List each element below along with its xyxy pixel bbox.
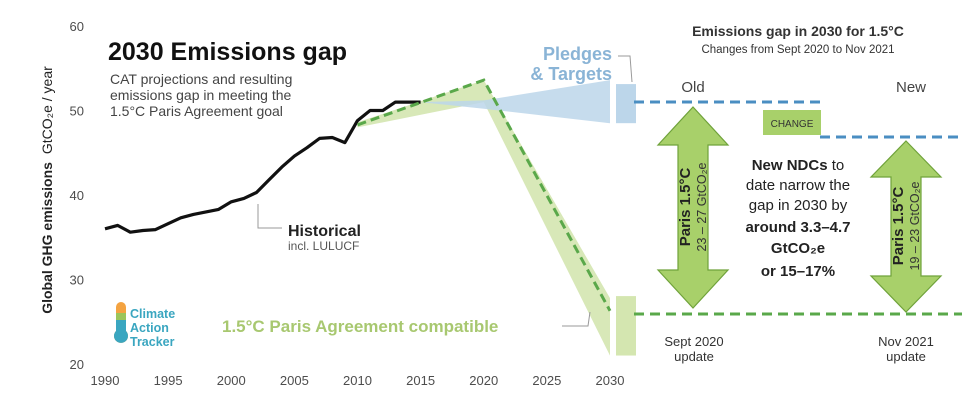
pledges-label-line-1: Pledges [543, 44, 612, 64]
chart-subtitle-line-1: CAT projections and resulting [110, 71, 292, 87]
old-gap-arrow [656, 106, 730, 309]
y-axis-label-main: Global GHG emissions [39, 162, 55, 314]
ndc-line-5: GtCO₂e [771, 240, 825, 257]
x-tick-label: 2005 [280, 373, 309, 388]
old-label: Old [681, 79, 704, 96]
paris-2030-extension [616, 296, 636, 356]
logo-line-2: Action [130, 321, 169, 335]
chart-subtitle-line-2: emissions gap in meeting the [110, 87, 292, 103]
chart-subtitle-line-3: 1.5°C Paris Agreement goal [110, 103, 283, 119]
x-tick-label: 2030 [596, 373, 625, 388]
line-layer [104, 78, 612, 312]
pledges-2030-extension [616, 84, 636, 124]
logo-line-3: Tracker [130, 335, 175, 349]
pledges-leader-line [618, 55, 633, 83]
ndc-line-4: around 3.3–4.7 [745, 219, 850, 236]
pledges-label-line-2: & Targets [530, 64, 612, 84]
old-update-line-2: update [674, 349, 714, 364]
historical-note: incl. LULUCF [288, 239, 359, 253]
new-update-line-2: update [886, 349, 926, 364]
new-update-line-1: Nov 2021 [878, 334, 934, 349]
ndc-line-3: gap in 2030 by [749, 197, 848, 214]
y-tick-label: 40 [70, 188, 84, 203]
ndc-line-6: or 15–17% [761, 263, 835, 280]
old-update-line-1: Sept 2020 [664, 334, 723, 349]
new-arrow-title: Paris 1.5°C [890, 187, 907, 266]
paris-compatible-band [357, 80, 610, 356]
y-tick-label: 30 [70, 273, 84, 288]
climate-action-tracker-logo: Climate Action Tracker [114, 302, 175, 349]
new-gap-arrow [869, 140, 943, 313]
new-arrow-range: 19 – 23 GtCO₂e [908, 181, 922, 270]
gap-panel-subtitle: Changes from Sept 2020 to Nov 2021 [701, 44, 894, 56]
change-box [763, 110, 821, 135]
y-axis-label: Global GHG emissions GtCO₂e / year [39, 66, 55, 314]
chart-title: 2030 Emissions gap [108, 38, 347, 66]
historical-line [104, 100, 421, 234]
x-tick-label: 2020 [469, 373, 498, 388]
area-layer [357, 80, 610, 356]
change-label: CHANGE [771, 119, 814, 130]
new-label: New [896, 79, 926, 96]
y-tick-label: 20 [70, 357, 84, 372]
x-tick-label: 2025 [532, 373, 561, 388]
paris-leader-line [562, 311, 591, 327]
x-tick-label: 1995 [154, 373, 183, 388]
historical-leader-line [257, 204, 282, 229]
logo-line-1: Climate [130, 307, 175, 321]
x-tick-label: 2010 [343, 373, 372, 388]
x-tick-label: 2000 [217, 373, 246, 388]
y-tick-label: 60 [70, 19, 84, 34]
x-tick-label: 1990 [91, 373, 120, 388]
historical-label: Historical [288, 223, 361, 240]
x-tick-labels: 1990 1995 2000 2005 2010 2015 2020 2025 2030 [91, 373, 625, 388]
pledges-targets-band [420, 80, 610, 124]
old-arrow-title: Paris 1.5°C [677, 168, 694, 247]
gap-panel-title: Emissions gap in 2030 for 1.5°C [692, 23, 904, 39]
y-axis-label-unit: GtCO₂e / year [39, 66, 55, 154]
old-arrow-range: 23 – 27 GtCO₂e [695, 162, 709, 251]
y-tick-labels: 20 30 40 50 60 [70, 19, 84, 372]
y-tick-label: 50 [70, 104, 84, 119]
gap-panel: Emissions gap in 2030 for 1.5°C Changes … [634, 23, 962, 364]
ndc-line-1: New NDCs to [752, 157, 845, 174]
paris-dashed-line [356, 78, 612, 312]
x-tick-label: 2015 [406, 373, 435, 388]
paris-label: 1.5°C Paris Agreement compatible [222, 317, 498, 336]
ndc-line-2: date narrow the [746, 177, 850, 194]
